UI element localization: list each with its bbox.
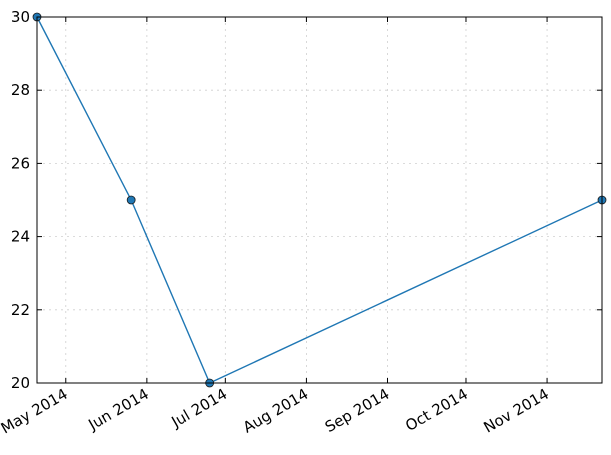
x-tick-label: Jul 2014 bbox=[168, 385, 231, 432]
y-tick-label: 26 bbox=[11, 154, 30, 172]
series-line bbox=[36, 16, 603, 384]
y-tick-label: 20 bbox=[11, 374, 30, 392]
x-tick-label: Jun 2014 bbox=[84, 385, 151, 434]
x-tick-label: May 2014 bbox=[0, 385, 71, 438]
label-layer: 20 22 24 26 28 30 May 2014 Jun 2014 Jul 2014 Aug … bbox=[0, 8, 552, 437]
data-point bbox=[126, 195, 136, 205]
x-tick-label: Oct 2014 bbox=[402, 385, 471, 435]
y-tick-label: 28 bbox=[11, 81, 30, 99]
plot-frame bbox=[36, 16, 603, 384]
x-tick-label: Sep 2014 bbox=[322, 385, 393, 436]
series-layer bbox=[32, 12, 607, 388]
y-tick-label: 22 bbox=[11, 301, 30, 319]
x-tick-label: Aug 2014 bbox=[240, 385, 312, 437]
x-tick-label: Nov 2014 bbox=[481, 385, 553, 437]
grid-layer bbox=[37, 16, 602, 384]
y-tick-label: 24 bbox=[11, 228, 30, 246]
y-tick-label: 30 bbox=[11, 8, 30, 26]
tick-layer bbox=[37, 16, 602, 384]
